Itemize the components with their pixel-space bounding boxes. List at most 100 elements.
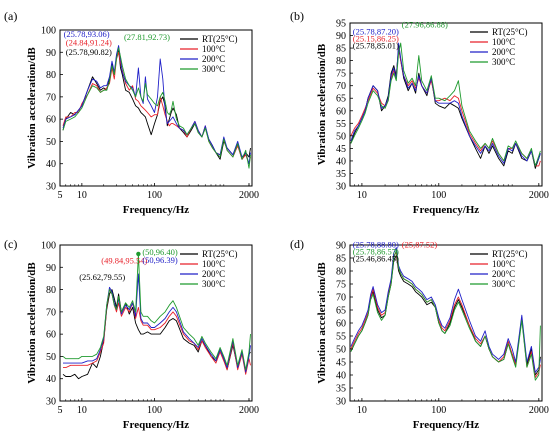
legend-entry: 100°C xyxy=(492,259,515,269)
x-axis-label: Frequency/Hz xyxy=(123,419,190,431)
x-axis-label: Frequency/Hz xyxy=(413,204,480,216)
legend-entry: RT(25°C) xyxy=(492,249,528,259)
x-tick-label: 5 xyxy=(58,405,63,416)
legend-entry: 100°C xyxy=(202,259,225,269)
y-tick-label: 50 xyxy=(46,352,56,363)
y-tick-label: 60 xyxy=(46,330,56,341)
x-tick-label: 10 xyxy=(77,190,87,201)
x-tick-label: 5 xyxy=(58,190,63,201)
y-tick-label: 55 xyxy=(336,332,346,343)
annotation-label: (25.78,86.57) xyxy=(353,247,399,257)
legend-entry: 300°C xyxy=(492,57,515,67)
x-axis-label: Frequency/Hz xyxy=(413,419,480,431)
y-axis-label: Vibration acceleration/dB xyxy=(26,262,38,384)
annotation-label: (25.78,88.80) xyxy=(353,240,399,250)
annotation-label: (25.62,79.55) xyxy=(79,272,125,282)
y-tick-label: 80 xyxy=(336,267,346,278)
plot-frame xyxy=(349,22,543,187)
legend-entry: 200°C xyxy=(492,47,515,57)
y-tick-label: 30 xyxy=(46,397,56,408)
x-tick-label: 2000 xyxy=(239,190,259,201)
panel-label: (d) xyxy=(290,237,304,251)
legend-entry: 200°C xyxy=(492,269,515,279)
annotation-label: (25.78,85.01) xyxy=(353,41,399,51)
legend-entry: 200°C xyxy=(202,54,225,64)
annotation-label: (25,87.52) xyxy=(402,240,438,250)
legend-entry: RT(25°C) xyxy=(492,27,528,37)
legend-entry: RT(25°C) xyxy=(202,249,238,259)
series-line-1 xyxy=(62,289,251,380)
y-tick-label: 70 xyxy=(46,92,56,103)
y-axis-label: Vibration acceleration/dB xyxy=(26,47,38,169)
y-tick-label: 90 xyxy=(336,31,346,42)
y-tick-label: 45 xyxy=(336,358,346,369)
y-tick-label: 100 xyxy=(41,26,56,37)
y-tick-label: 40 xyxy=(336,371,346,382)
legend-entry: 200°C xyxy=(202,269,225,279)
annotation-label: (27.96,86.88) xyxy=(402,20,448,30)
y-tick-label: 85 xyxy=(336,254,346,265)
plot-frame xyxy=(59,244,253,402)
annotation-label: (25.46,86.45) xyxy=(353,254,399,264)
x-tick-label: 100 xyxy=(431,405,446,416)
annotation-label: (49.84,95.54) xyxy=(101,256,147,266)
x-tick-label: 2000 xyxy=(529,405,549,416)
y-tick-label: 50 xyxy=(46,137,56,148)
y-tick-label: 60 xyxy=(46,115,56,126)
y-tick-label: 50 xyxy=(336,345,346,356)
y-tick-label: 80 xyxy=(46,285,56,296)
x-tick-label: 10 xyxy=(357,405,367,416)
y-tick-label: 50 xyxy=(336,131,346,142)
legend-entry: 300°C xyxy=(202,64,225,74)
annotation-label: (27.81,92.73) xyxy=(124,32,170,42)
y-tick-label: 100 xyxy=(41,241,56,252)
y-tick-label: 55 xyxy=(336,119,346,130)
y-tick-label: 65 xyxy=(336,306,346,317)
y-tick-label: 60 xyxy=(336,106,346,117)
series-line-3 xyxy=(62,45,251,165)
y-tick-label: 90 xyxy=(46,48,56,59)
panel-label: (b) xyxy=(290,9,304,23)
annotation-label: (50,96.39) xyxy=(142,255,178,265)
y-tick-label: 45 xyxy=(336,144,346,155)
y-tick-label: 40 xyxy=(46,374,56,385)
y-tick-label: 70 xyxy=(336,81,346,92)
panel-label: (a) xyxy=(4,9,17,23)
legend-entry: 100°C xyxy=(202,44,225,54)
y-tick-label: 30 xyxy=(46,182,56,193)
chart-panel-1: (a) 30 40 50 60 70 80 90 100 5 10 100 2000 Frequency/… xyxy=(4,9,259,216)
annotation-label: (25.78,87.20) xyxy=(353,27,399,37)
y-tick-label: 80 xyxy=(46,70,56,81)
annotation-label: (25.78,93.06) xyxy=(64,29,110,39)
y-tick-label: 90 xyxy=(336,241,346,252)
annotation-label: (50,96.40) xyxy=(142,247,178,257)
annotation-label: (25.15,86.25) xyxy=(353,34,399,44)
series-line-4 xyxy=(350,42,541,167)
y-axis-label: Vibration acceleration/dB xyxy=(316,43,328,165)
x-tick-label: 10 xyxy=(357,190,367,201)
y-tick-label: 80 xyxy=(336,56,346,67)
series-line-4 xyxy=(350,249,541,381)
y-tick-label: 95 xyxy=(336,19,346,30)
legend-entry: RT(25°C) xyxy=(202,34,238,44)
y-tick-label: 30 xyxy=(336,182,346,193)
x-tick-label: 100 xyxy=(147,405,162,416)
panel-label: (c) xyxy=(4,237,17,251)
x-tick-label: 100 xyxy=(147,190,162,201)
series-line-4 xyxy=(62,253,251,371)
x-tick-label: 100 xyxy=(431,190,446,201)
y-tick-label: 40 xyxy=(46,159,56,170)
y-tick-label: 85 xyxy=(336,44,346,55)
y-tick-label: 35 xyxy=(336,384,346,395)
annotation-label: (24.84,91.24) xyxy=(66,38,112,48)
y-tick-label: 70 xyxy=(46,307,56,318)
legend-entry: 300°C xyxy=(492,279,515,289)
y-tick-label: 40 xyxy=(336,156,346,167)
x-tick-label: 2000 xyxy=(239,405,259,416)
chart-panel-4: (d) 30 35 40 45 50 55 60 65 70 75 80 85 90 10 100 2000 Fr… xyxy=(290,237,549,431)
y-tick-label: 65 xyxy=(336,94,346,105)
chart-panel-3: (c) 30 40 50 60 70 80 90 100 5 10 100 2000 Frequency/… xyxy=(4,237,259,431)
series-line-2 xyxy=(63,289,251,375)
legend-entry: 100°C xyxy=(492,37,515,47)
